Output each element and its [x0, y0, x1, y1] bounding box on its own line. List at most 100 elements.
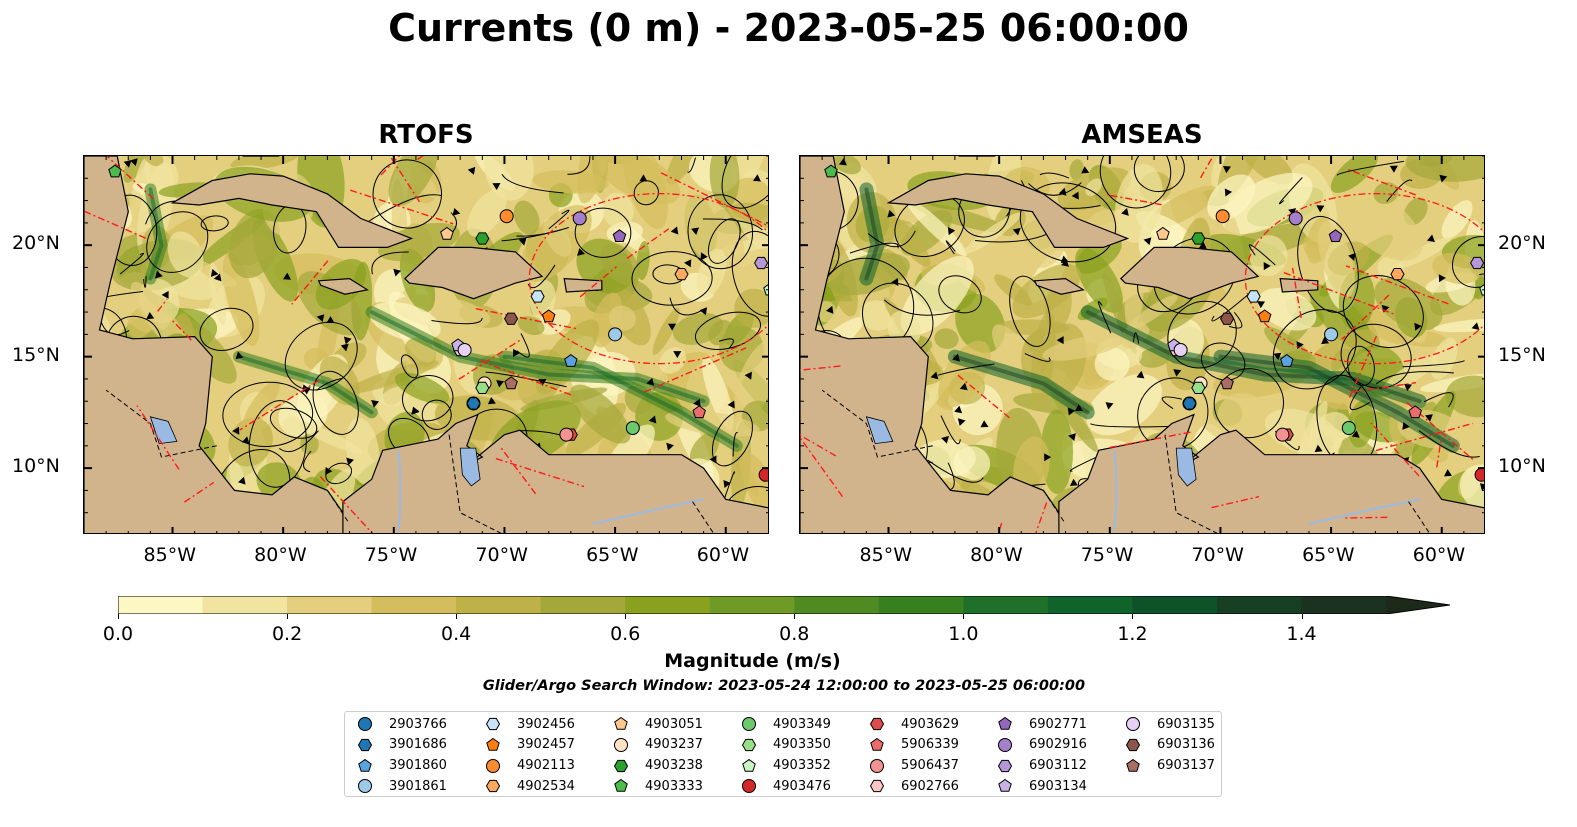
legend-marker	[1125, 738, 1141, 751]
legend-marker	[870, 737, 884, 751]
legend-label: 6902766	[901, 778, 959, 794]
legend-label: 4903238	[645, 758, 703, 774]
legend-marker	[486, 737, 500, 751]
legend-item: 3901686	[355, 735, 447, 755]
float-marker-4903476	[1474, 467, 1484, 482]
pentagon-marker-icon	[1126, 758, 1140, 772]
legend-label: 6903134	[1029, 778, 1087, 794]
hexagon-marker-icon	[1125, 738, 1141, 751]
colorbar-tick	[287, 614, 289, 619]
legend-label: 4903629	[901, 716, 959, 732]
legend-label: 4903237	[645, 737, 703, 753]
legend-item: 3901860	[355, 756, 447, 776]
hexagon-marker-icon	[357, 738, 373, 751]
colorbar-tick-label: 0.4	[441, 623, 472, 645]
float-marker-6902771	[612, 229, 627, 242]
legend-label: 3901686	[389, 737, 447, 753]
circle-marker-icon	[742, 717, 756, 731]
legend-item: 4903476	[739, 776, 831, 796]
lat-tick-label-left: 20°N	[12, 232, 60, 255]
float-marker-3902456	[530, 290, 545, 303]
colorbar-segment	[287, 596, 373, 614]
legend-marker	[485, 780, 501, 793]
colorbar-segment	[202, 596, 288, 614]
colorbar-tick	[625, 614, 627, 619]
legend-marker	[358, 717, 372, 731]
colorbar-tick	[963, 614, 965, 619]
colorbar-title: Magnitude (m/s)	[664, 650, 841, 672]
legend-marker	[741, 738, 757, 751]
colorbar-segment	[1047, 596, 1133, 614]
pentagon-marker-icon	[486, 737, 500, 751]
legend-item: 4902113	[483, 756, 575, 776]
float-marker-5906339	[692, 405, 706, 419]
hexagon-marker-icon	[485, 717, 501, 731]
lon-tick-label: 85°W	[143, 544, 196, 566]
legend-item: 6903137	[1123, 756, 1215, 776]
legend-label: 6903136	[1157, 737, 1215, 753]
legend-label: 4903352	[773, 758, 831, 774]
lon-tick-label: 70°W	[475, 544, 528, 566]
float-marker-6902916	[1288, 211, 1303, 226]
colorbar-segment	[540, 596, 626, 614]
colorbar-tick	[456, 614, 458, 619]
hexagon-marker-icon	[741, 738, 757, 751]
legend-item: 5906339	[867, 735, 959, 755]
pentagon-marker-icon	[742, 758, 756, 772]
legend-marker	[998, 716, 1012, 730]
circle-marker-icon	[870, 758, 884, 773]
legend-label: 4902113	[517, 758, 575, 774]
legend-label: 3901860	[389, 758, 447, 774]
legend-item: 3902457	[483, 735, 575, 755]
pentagon-marker-icon	[998, 779, 1012, 793]
hexagon-marker-icon	[869, 717, 885, 731]
float-marker-3901861	[608, 327, 623, 342]
legend-marker	[614, 716, 628, 730]
colorbar-tick	[794, 614, 796, 619]
circle-marker-icon	[614, 737, 628, 752]
legend-marker	[486, 758, 500, 773]
float-marker-4902534	[1390, 268, 1405, 281]
float-marker-4903350	[475, 381, 490, 394]
legend-item: 6903135	[1123, 714, 1215, 734]
lon-tick-label: 75°W	[1080, 544, 1134, 566]
lat-tick-label-left: 10°N	[12, 455, 60, 478]
figure-title: Currents (0 m) - 2023-05-25 06:00:00	[388, 6, 1189, 50]
float-marker-3902457	[1257, 309, 1272, 323]
lat-tick-label-right: 15°N	[1498, 343, 1546, 366]
legend-item: 6902916	[995, 735, 1087, 755]
float-marker-4903333	[108, 164, 122, 178]
float-marker-4902534	[674, 268, 689, 281]
float-marker-4903352	[763, 284, 768, 296]
legend-marker	[485, 717, 501, 731]
colorbar-tick-label: 1.0	[948, 623, 979, 645]
legend-label: 4903349	[773, 716, 831, 732]
rtofs-map	[83, 155, 769, 534]
legend-marker	[742, 758, 756, 772]
legend-item: 6902771	[995, 714, 1087, 734]
circle-marker-icon	[486, 758, 500, 773]
pentagon-marker-icon	[358, 758, 372, 772]
amseas-map	[799, 155, 1485, 534]
colorbar-segment	[625, 596, 711, 614]
colorbar-tick	[1132, 614, 1134, 619]
colorbar-tick-label: 1.4	[1286, 623, 1317, 645]
float-marker-4903349	[1341, 420, 1356, 435]
legend-label: 2903766	[389, 716, 447, 732]
float-marker-4902113	[499, 209, 514, 224]
pentagon-marker-icon	[614, 716, 628, 730]
legend-item: 4903350	[739, 735, 831, 755]
colorbar-segment	[118, 596, 204, 614]
float-marker-3901860	[564, 353, 578, 367]
legend-item: 6903136	[1123, 735, 1215, 755]
colorbar-tick-label: 0.0	[102, 623, 134, 645]
legend-marker	[358, 779, 372, 794]
float-marker-4903051	[440, 226, 454, 240]
float-marker-6903137	[504, 376, 518, 390]
float-marker-5906339	[1408, 405, 1422, 419]
lat-tick-label-left: 15°N	[12, 343, 60, 366]
circle-marker-icon	[742, 779, 756, 794]
float-marker-6903112	[754, 256, 768, 270]
float-legend: 2903766 3901686 3901860 3901861 3902456 39024…	[344, 711, 1222, 797]
colorbar-segment	[709, 596, 795, 614]
